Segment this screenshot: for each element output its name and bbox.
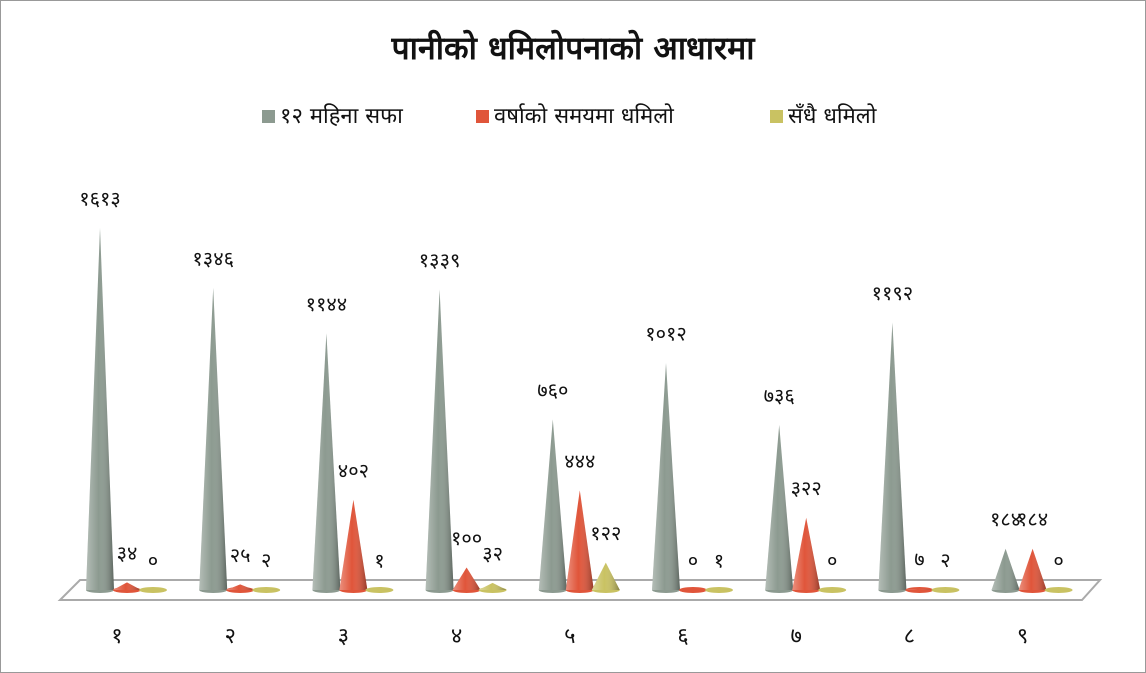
data-label: २५ xyxy=(230,543,251,567)
x-tick-label: ७ xyxy=(790,624,801,649)
cone-part xyxy=(679,587,707,593)
data-label: १८४ xyxy=(1017,507,1048,531)
data-label: २ xyxy=(940,548,950,572)
data-label: ० xyxy=(1053,549,1063,573)
data-label: ७३६ xyxy=(764,383,795,407)
cone xyxy=(252,587,281,593)
cone xyxy=(339,499,368,593)
cone xyxy=(425,289,454,593)
x-tick-label: २ xyxy=(224,624,235,649)
cone-part xyxy=(991,548,1020,590)
cone xyxy=(705,587,733,593)
legend-swatch xyxy=(262,110,275,123)
cone xyxy=(765,424,794,593)
x-tick-label: ४ xyxy=(451,624,462,649)
cone xyxy=(199,287,228,593)
cone-part xyxy=(425,289,454,590)
cone-part xyxy=(1018,548,1047,590)
x-tick-label: १ xyxy=(111,624,122,649)
cone-part xyxy=(113,582,141,590)
x-tick-label: ९ xyxy=(1017,624,1028,649)
cone-part xyxy=(226,584,255,590)
data-label: १३४६ xyxy=(192,246,234,270)
cone xyxy=(792,517,821,593)
cone-part xyxy=(1044,587,1073,593)
cone xyxy=(591,562,620,593)
cone-part xyxy=(199,287,228,590)
data-label: १२२ xyxy=(590,521,621,545)
cone-part xyxy=(452,567,481,590)
x-tick-label: ८ xyxy=(904,624,915,649)
data-label: ७६० xyxy=(537,378,568,402)
data-label: ३२ xyxy=(482,541,503,565)
cone-part xyxy=(339,499,368,590)
data-label: १८४ xyxy=(990,507,1021,531)
cone xyxy=(452,567,481,593)
data-label: १०१२ xyxy=(645,321,687,345)
data-label: ० xyxy=(688,549,698,573)
data-label: ११९२ xyxy=(872,281,914,305)
legend-label: सँधै धमिलो xyxy=(788,103,877,129)
legend-swatch xyxy=(770,110,783,123)
x-tick-label: ६ xyxy=(677,624,688,649)
cone xyxy=(679,587,707,593)
cone-part xyxy=(652,362,680,590)
cone-part xyxy=(905,588,934,590)
cone xyxy=(931,587,960,593)
data-label: ४४४ xyxy=(564,449,595,473)
data-label: २ xyxy=(261,548,271,572)
cone xyxy=(365,587,394,593)
cone-part xyxy=(765,424,794,590)
cone-part xyxy=(591,562,620,590)
cone xyxy=(565,490,594,593)
legend-swatch xyxy=(476,110,489,123)
data-label: १ xyxy=(714,548,724,572)
cone xyxy=(113,582,141,593)
chart-title: पानीको धमिलोपनाको आधारमा xyxy=(390,29,756,67)
legend-label: वर्षाको समयमा धमिलो xyxy=(494,103,674,129)
cone xyxy=(139,587,167,593)
data-label: ७ xyxy=(914,547,924,571)
cone xyxy=(226,584,255,593)
cone-part xyxy=(86,228,114,590)
cone-part xyxy=(312,333,341,590)
cone xyxy=(1018,548,1047,593)
data-label: १६१३ xyxy=(79,187,121,211)
cone xyxy=(312,333,341,593)
data-label: ११४४ xyxy=(306,292,348,316)
data-label: १ xyxy=(374,548,384,572)
cone xyxy=(538,419,567,593)
cone xyxy=(818,587,847,593)
data-label: ३४ xyxy=(117,541,138,565)
cone xyxy=(991,548,1020,593)
cone xyxy=(905,587,934,593)
cone-part xyxy=(538,419,567,590)
cone-part xyxy=(565,490,594,590)
cone-part xyxy=(139,587,167,593)
data-label: १३३९ xyxy=(419,248,461,272)
cone-part xyxy=(878,322,907,590)
cone xyxy=(652,362,680,593)
cone xyxy=(878,322,907,593)
x-tick-label: ३ xyxy=(338,624,349,649)
data-label: ० xyxy=(827,549,837,573)
cone-part xyxy=(818,587,847,593)
x-tick-label: ५ xyxy=(564,624,575,649)
data-label: ३२२ xyxy=(791,476,822,500)
cone-part xyxy=(792,517,821,590)
cone xyxy=(86,228,114,593)
data-label: ४०२ xyxy=(338,458,369,482)
cone xyxy=(478,582,507,593)
legend-label: १२ महिना सफा xyxy=(280,103,403,129)
data-label: ० xyxy=(148,549,158,573)
cone xyxy=(1044,587,1073,593)
data-label: १०० xyxy=(451,526,482,550)
cone-part xyxy=(478,582,507,590)
